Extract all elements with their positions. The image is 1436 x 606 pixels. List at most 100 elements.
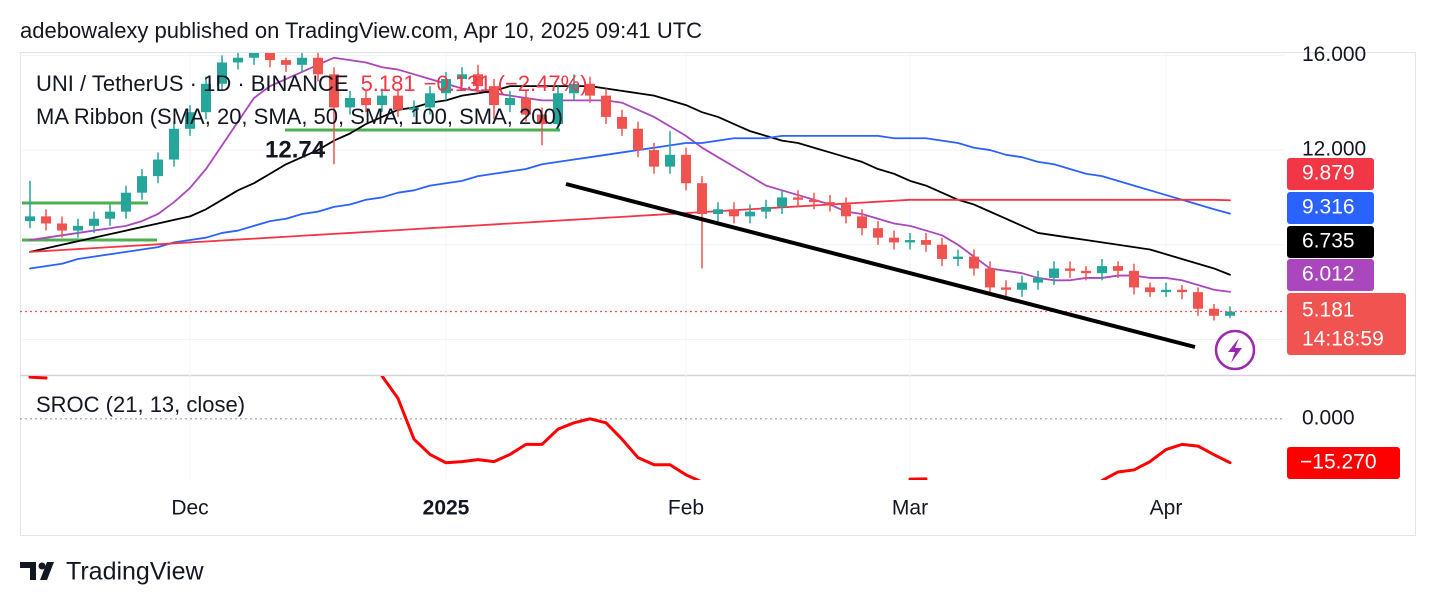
candle-body [1209,308,1219,316]
candle-body [457,74,467,80]
candle-body [1001,287,1011,290]
candle-body [233,57,243,63]
candle-body [937,244,947,259]
trend-line [565,182,1196,349]
x-tick-label: 2025 [423,497,470,520]
candle-body [57,223,67,231]
candle-body [105,211,115,219]
sroc-badge-value: −15.270 [1300,451,1377,474]
publish-header: adebowalexy published on TradingView.com… [20,18,702,43]
candle-body [537,114,547,125]
candle-body [185,112,195,129]
candle-body [25,216,35,222]
candle-body [1017,282,1027,290]
candle-body [1161,289,1171,293]
sroc-line [28,376,48,380]
candle-body [409,107,419,110]
series-badge-value: 6.012 [1302,263,1355,286]
series-badge-value: 9.316 [1302,196,1355,219]
candle-body [649,150,659,167]
candle-body [201,83,211,113]
series-badge [1287,192,1374,224]
price-badge-value: 5.181 [1302,299,1355,322]
series-badge-value: 9.879 [1302,162,1355,185]
candle-body [921,240,931,245]
symbol-title: UNI / TetherUS · 1D · BINANCE [36,71,349,96]
footer-logo: TradingView [20,558,205,586]
candle-body [729,209,739,217]
symbol-legend: UNI / TetherUS · 1D · BINANCE 5.181 −0.131… [36,71,588,96]
candle-body [1033,277,1043,283]
candle-body [809,199,819,203]
candle-body [569,83,579,94]
x-tick-label: Feb [668,497,704,520]
candle-body [745,211,755,217]
ma-line [29,85,1231,276]
ma-line [29,198,1231,253]
candle-body [873,228,883,238]
price-badge [1287,293,1406,355]
candle-body [601,95,611,117]
candle-body [281,60,291,65]
x-tick-label: Apr [1150,497,1183,520]
candle-body [217,62,227,84]
candle-body [777,197,787,207]
footer-brand: TradingView [66,558,205,586]
indicator-legend: MA Ribbon (SMA, 20, SMA, 50, SMA, 100, S… [36,104,563,129]
candle-body [697,183,707,214]
y-tick-label: 0.000 [1302,406,1355,429]
candle-body [889,237,899,243]
series-badge [1287,259,1374,291]
candle-body [905,240,915,243]
candle-body [1193,292,1203,309]
candle-body [121,192,131,212]
candle-body [825,202,835,205]
candle-body [1049,268,1059,278]
candle-body [953,256,963,259]
candle-body [313,57,323,75]
ma-line [29,134,1231,270]
candle-body [73,225,83,231]
candle-body [329,74,339,108]
chart-frame [20,52,1416,536]
drawn-label: 12.74 [265,136,326,163]
sroc-line [380,376,702,480]
candle-body [361,97,371,106]
candle-body [345,97,355,108]
candle-body [713,209,723,214]
candle-body [553,93,563,125]
candle-body [265,53,275,61]
candle-body [1097,266,1107,274]
candle-body [1225,311,1235,316]
candle-body [153,159,163,177]
candle-body [89,218,99,226]
candle-body [137,176,147,193]
logo-dot [38,562,46,570]
sroc-legend: SROC (21, 13, close) [36,392,245,417]
y-tick-label: 12.000 [1302,138,1366,161]
price-change: −0.131 (−2.47%) [424,71,588,96]
logo-mark [20,562,54,580]
sroc-pane [28,376,1232,480]
ma-line [29,56,1231,293]
countdown: 14:18:59 [1302,328,1384,351]
candle-body [617,116,627,129]
x-tick-label: Dec [171,497,208,520]
series-badge [1287,226,1374,258]
candle-body [841,204,851,217]
alert-bolt [1228,338,1242,363]
candle-body [985,268,995,288]
candle-body [1065,268,1075,271]
candle-body [681,154,691,184]
candle-body [969,256,979,269]
candle-body [1113,266,1123,271]
candle-body [1129,270,1139,288]
candle-body [665,154,675,167]
price-axis: Dec2025FebMarApr16.00012.0008.0004.0000.… [171,43,1406,520]
candle-body [585,83,595,96]
candle-body [793,197,803,200]
candle-body [857,216,867,229]
sroc-line [1100,442,1232,480]
candle-body [441,79,451,94]
